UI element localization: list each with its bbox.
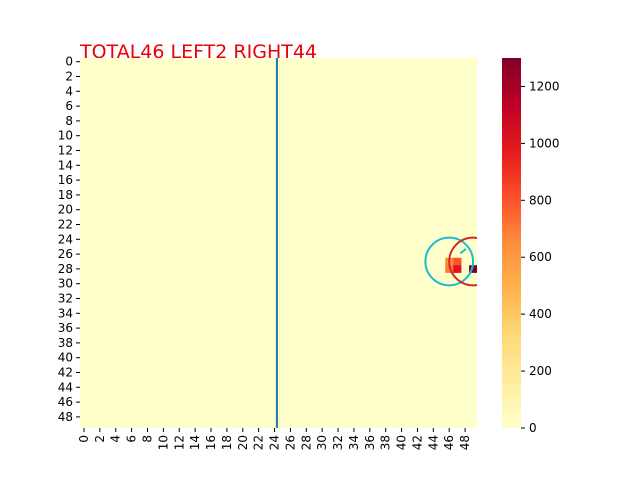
x-tick-label: 0 bbox=[77, 435, 91, 443]
x-tick-label: 16 bbox=[204, 435, 218, 450]
colorbar-tick-label: 1000 bbox=[529, 136, 560, 150]
heatmap-cell bbox=[469, 265, 477, 273]
x-tick-label: 6 bbox=[125, 435, 139, 443]
y-tick-label: 42 bbox=[58, 366, 73, 380]
y-tick-label: 34 bbox=[58, 306, 73, 320]
y-tick-label: 40 bbox=[58, 351, 73, 365]
x-tick-label: 14 bbox=[188, 435, 202, 450]
x-tick-label: 44 bbox=[426, 435, 440, 450]
y-tick-label: 22 bbox=[58, 218, 73, 232]
region-circle bbox=[424, 236, 475, 287]
y-tick-label: 36 bbox=[58, 321, 73, 335]
heatmap-background bbox=[80, 58, 477, 428]
x-tick-label: 46 bbox=[442, 435, 456, 450]
x-tick-label: 28 bbox=[299, 435, 313, 450]
y-tick-label: 10 bbox=[58, 129, 73, 143]
y-tick-label: 0 bbox=[65, 55, 73, 69]
plot-area bbox=[80, 58, 477, 428]
x-tick-label: 18 bbox=[220, 435, 234, 450]
direction-marker bbox=[459, 248, 467, 255]
x-tick-label: 48 bbox=[458, 435, 472, 450]
x-tick-label: 34 bbox=[347, 435, 361, 450]
x-tick-label: 30 bbox=[315, 435, 329, 450]
y-tick-label: 8 bbox=[65, 114, 73, 128]
y-tick-label: 28 bbox=[58, 262, 73, 276]
region-circle bbox=[448, 236, 477, 287]
x-tick-label: 12 bbox=[172, 435, 186, 450]
y-tick-label: 32 bbox=[58, 292, 73, 306]
y-tick-label: 46 bbox=[58, 395, 73, 409]
y-tick-label: 30 bbox=[58, 277, 73, 291]
y-tick-label: 20 bbox=[58, 203, 73, 217]
y-tick-label: 6 bbox=[65, 99, 73, 113]
x-tick-label: 24 bbox=[268, 435, 282, 450]
y-tick-label: 38 bbox=[58, 336, 73, 350]
y-tick-label: 14 bbox=[58, 158, 73, 172]
x-tick-label: 42 bbox=[410, 435, 424, 450]
x-tick-label: 36 bbox=[363, 435, 377, 450]
y-tick-label: 26 bbox=[58, 247, 73, 261]
colorbar-tick-label: 600 bbox=[529, 250, 552, 264]
y-tick-label: 2 bbox=[65, 70, 73, 84]
colorbar-tick-label: 400 bbox=[529, 307, 552, 321]
axes: 0246810121416182022242628303234363840424… bbox=[58, 55, 472, 451]
x-tick-label: 8 bbox=[140, 435, 154, 443]
x-tick-label: 20 bbox=[236, 435, 250, 450]
x-tick-label: 2 bbox=[93, 435, 107, 443]
colorbar-gradient bbox=[502, 58, 521, 428]
colorbar-tick-label: 0 bbox=[529, 421, 537, 435]
x-tick-label: 38 bbox=[379, 435, 393, 450]
y-tick-label: 24 bbox=[58, 232, 73, 246]
y-tick-label: 44 bbox=[58, 380, 73, 394]
x-tick-label: 26 bbox=[283, 435, 297, 450]
y-tick-label: 16 bbox=[58, 173, 73, 187]
x-tick-label: 4 bbox=[109, 435, 123, 443]
heatmap-cell bbox=[453, 257, 462, 266]
chart-title: TOTAL46 LEFT2 RIGHT44 bbox=[79, 41, 317, 63]
x-tick-label: 40 bbox=[395, 435, 409, 450]
colorbar: 0 200 400 600 800 1000 1200 bbox=[502, 58, 560, 435]
y-tick-label: 4 bbox=[65, 84, 73, 98]
x-tick-label: 10 bbox=[156, 435, 170, 450]
colorbar-tick-label: 1200 bbox=[529, 79, 560, 93]
y-tick-label: 18 bbox=[58, 188, 73, 202]
x-tick-label: 32 bbox=[331, 435, 345, 450]
x-tick-label: 22 bbox=[252, 435, 266, 450]
colorbar-tick-label: 200 bbox=[529, 364, 552, 378]
y-tick-label: 48 bbox=[58, 410, 73, 424]
y-tick-label: 12 bbox=[58, 144, 73, 158]
heatmap-cell bbox=[453, 265, 462, 273]
colorbar-tick-label: 800 bbox=[529, 193, 552, 207]
heatmap-cell bbox=[445, 265, 454, 273]
